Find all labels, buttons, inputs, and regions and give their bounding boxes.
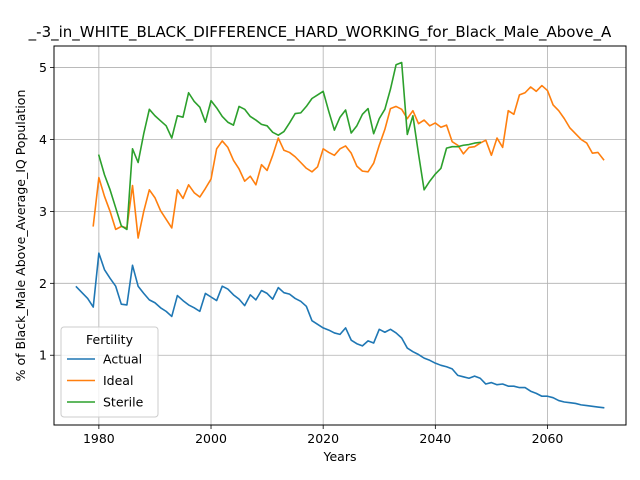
plot-area-frame xyxy=(53,45,627,426)
legend-label-sterile: Sterile xyxy=(103,395,144,410)
y-tick-label: 2 xyxy=(39,276,47,291)
y-tick-label: 5 xyxy=(39,60,47,75)
grid xyxy=(54,46,626,425)
x-axis-label: Years xyxy=(323,449,357,464)
series-lines xyxy=(75,61,605,409)
x-tick-label: 2040 xyxy=(419,431,451,446)
legend-box xyxy=(60,326,159,418)
legend-label-actual: Actual xyxy=(103,352,142,367)
x-tick-label: 1980 xyxy=(83,431,115,446)
chart-title: _-3_in_WHITE_BLACK_DIFFERENCE_HARD_WORKI… xyxy=(28,23,612,42)
series-line-actual xyxy=(75,252,605,409)
y-tick-label: 4 xyxy=(39,132,47,147)
y-tick-label: 1 xyxy=(39,348,47,363)
x-tick-label: 2020 xyxy=(307,431,339,446)
y-axis-label: % of Black_Male Above_Average_IQ Populat… xyxy=(13,90,28,382)
x-tick-label: 2000 xyxy=(195,431,227,446)
series-line-sterile xyxy=(97,61,482,231)
legend-label-ideal: Ideal xyxy=(103,373,133,388)
axis-ticks: 1980 2000 2020 2040 2060 1 2 3 4 5 xyxy=(39,60,563,446)
legend: Fertility Actual Ideal Sterile xyxy=(60,326,159,418)
y-tick-label: 3 xyxy=(39,204,47,219)
legend-title: Fertility xyxy=(86,332,134,347)
x-tick-label: 2060 xyxy=(532,431,564,446)
series-line-ideal xyxy=(92,84,605,239)
